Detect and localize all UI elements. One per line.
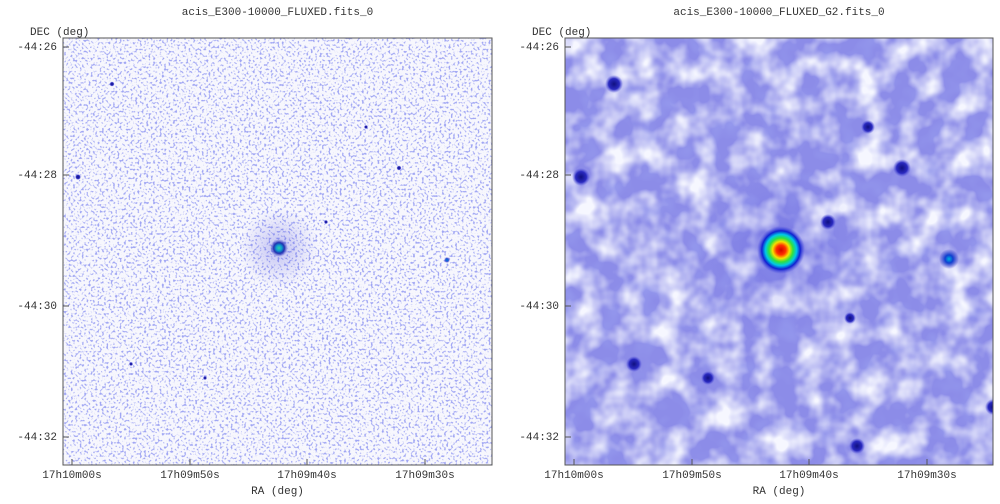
panel-title: acis_E300-10000_FLUXED.fits_0 <box>182 7 373 19</box>
y-axis-label: DEC (deg) <box>532 27 591 39</box>
x-axis-label: RA (deg) <box>251 486 304 498</box>
image-smoothed <box>565 38 993 465</box>
x-tick-label: 17h09m40s <box>277 470 336 482</box>
x-tick-label: 17h09m30s <box>897 470 956 482</box>
x-tick-label: 17h09m50s <box>662 470 721 482</box>
x-tick-label: 17h10m00s <box>42 470 101 482</box>
x-tick-label: 17h09m40s <box>779 470 838 482</box>
y-tick-label: -44:26 <box>17 42 57 54</box>
y-tick-label: -44:28 <box>17 170 57 182</box>
y-tick-label: -44:28 <box>519 170 559 182</box>
y-tick-label: -44:30 <box>17 301 57 313</box>
plot-frame <box>62 37 493 466</box>
y-tick-label: -44:32 <box>519 432 559 444</box>
image-raw <box>63 38 492 465</box>
y-axis-label: DEC (deg) <box>30 27 89 39</box>
plot-frame <box>564 37 994 466</box>
x-axis-label: RA (deg) <box>753 486 806 498</box>
x-tick-label: 17h09m30s <box>395 470 454 482</box>
y-tick-label: -44:32 <box>17 432 57 444</box>
panel-title: acis_E300-10000_FLUXED_G2.fits_0 <box>673 7 884 19</box>
y-tick-label: -44:30 <box>519 301 559 313</box>
x-tick-label: 17h10m00s <box>544 470 603 482</box>
x-tick-label: 17h09m50s <box>160 470 219 482</box>
y-tick-label: -44:26 <box>519 42 559 54</box>
